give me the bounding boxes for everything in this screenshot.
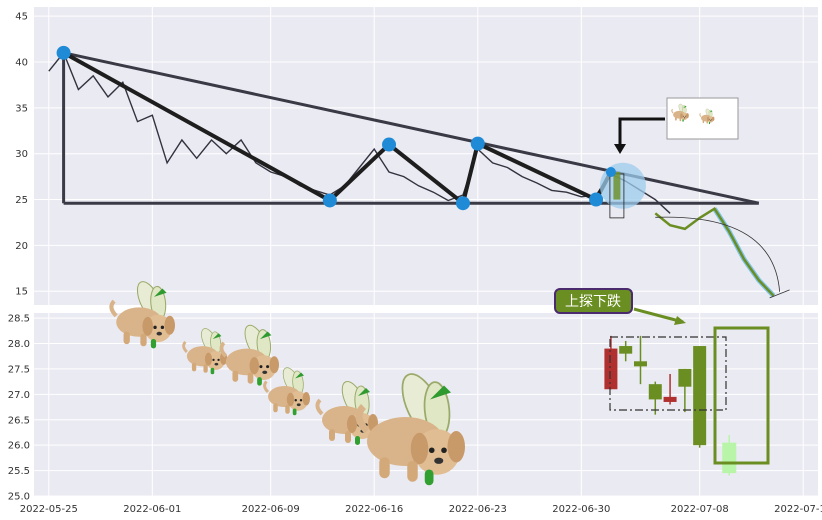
ghost-candle-body <box>722 442 737 474</box>
x-tick-label: 2022-07-08 <box>671 504 729 515</box>
thumbnail-arrow <box>618 117 665 146</box>
pivot-marker <box>470 136 485 151</box>
candle-body <box>619 346 633 354</box>
annotation-label-box <box>554 288 633 314</box>
x-tick-label: 2022-06-30 <box>552 504 610 515</box>
candle-body <box>648 384 662 400</box>
bottom-y-tick-label: 28.0 <box>8 339 30 350</box>
top-y-tick-label: 15 <box>15 287 28 298</box>
annotation-arrow-head <box>674 316 686 325</box>
consolidation-box <box>609 336 727 411</box>
x-tick-label: 2022-05-25 <box>20 504 78 515</box>
candle-body <box>663 396 677 402</box>
candle-body <box>633 361 647 367</box>
annotation-overlay: 上探下跌 <box>111 97 770 485</box>
bottom-panel-y-ticks: 25.0 25.5 26.0 26.5 27.0 27.5 28.0 28.5 <box>8 314 30 503</box>
bottom-y-tick-label: 27.5 <box>8 364 30 375</box>
x-tick-label: 2022-06-01 <box>123 504 181 515</box>
candle-body <box>678 368 692 387</box>
top-y-tick-label: 20 <box>15 241 28 252</box>
candle-body <box>693 346 707 446</box>
candlestick-series <box>604 335 737 476</box>
top-y-tick-label: 35 <box>15 103 28 114</box>
breakout-box <box>713 326 770 465</box>
x-tick-label: 2022-06-09 <box>242 504 300 515</box>
forecast-line <box>654 206 775 297</box>
annotation-label: 上探下跌 <box>565 294 621 310</box>
bottom-y-tick-label: 25.0 <box>8 492 30 503</box>
x-tick-label: 2022-06-23 <box>449 504 507 515</box>
bottom-y-tick-label: 28.5 <box>8 314 30 325</box>
bottom-y-tick-label: 26.0 <box>8 441 30 452</box>
price-line <box>48 51 671 214</box>
annotation-arrow <box>633 307 684 324</box>
pivot-marker <box>455 196 470 211</box>
pivot-marker <box>382 137 397 152</box>
pivot-marker <box>589 192 604 207</box>
top-y-tick-label: 40 <box>15 58 28 69</box>
forecast-arc <box>655 216 781 292</box>
pivot-marker <box>605 167 616 178</box>
x-axis-ticks: 2022-05-25 2022-06-01 2022-06-09 2022-06-16… <box>20 504 822 515</box>
top-y-tick-label: 25 <box>15 195 28 206</box>
candle-preview <box>613 172 621 200</box>
bottom-y-tick-label: 27.0 <box>8 390 30 401</box>
thumbnail-arrow-head <box>614 144 626 154</box>
top-panel-marks <box>56 45 646 219</box>
pivot-marker <box>322 193 337 208</box>
pivot-marker <box>56 45 71 60</box>
bottom-y-tick-label: 25.5 <box>8 466 30 477</box>
top-panel-background <box>34 7 818 305</box>
top-panel-y-ticks: 15 20 25 30 35 40 45 <box>15 12 28 298</box>
candle-body <box>604 348 618 390</box>
top-y-tick-label: 45 <box>15 12 28 23</box>
bottom-y-tick-label: 26.5 <box>8 415 30 426</box>
forecast-arc-cap <box>769 289 790 299</box>
top-y-tick-label: 30 <box>15 149 28 160</box>
x-tick-label: 2022-06-16 <box>345 504 403 515</box>
x-tick-label: 2022-07-15 <box>774 504 822 515</box>
